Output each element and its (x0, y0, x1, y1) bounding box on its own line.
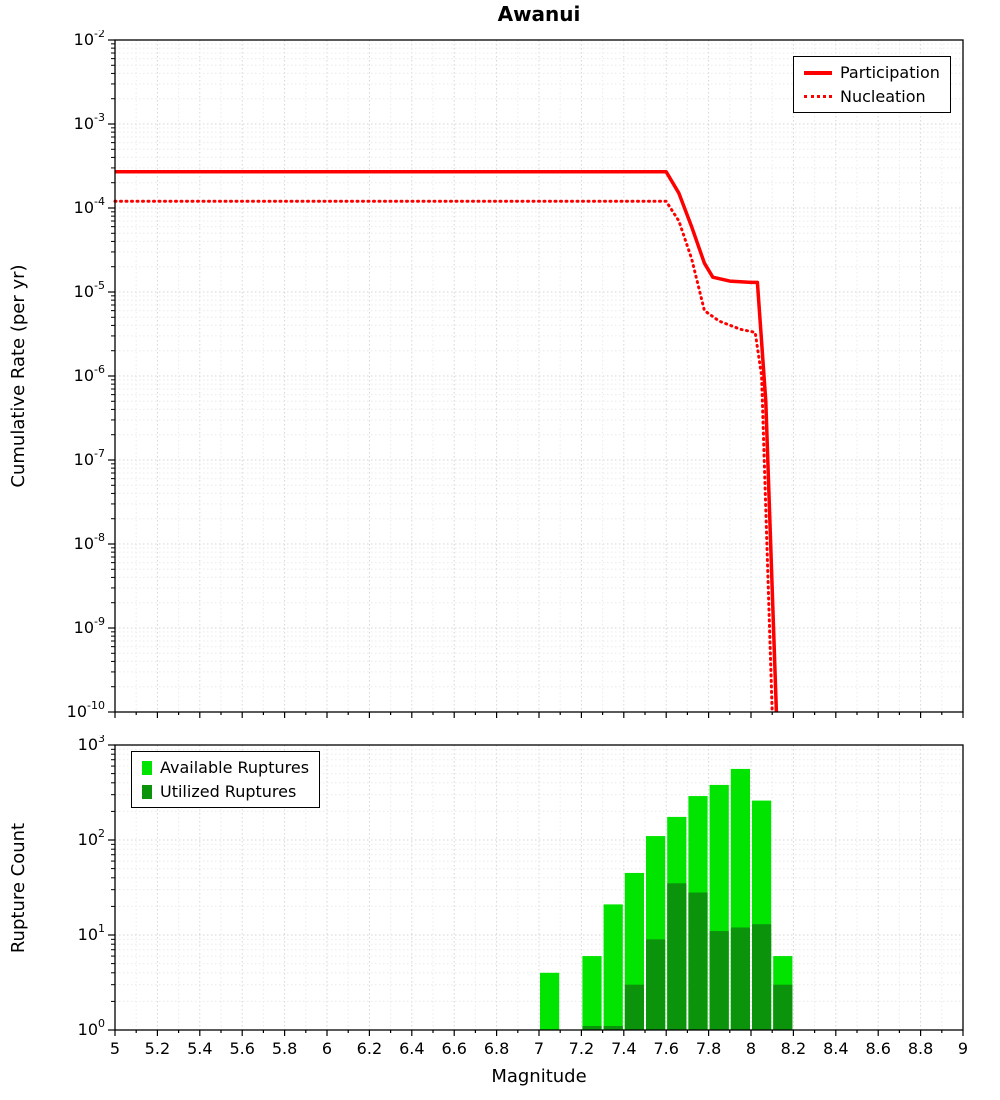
svg-text:6.8: 6.8 (484, 1039, 509, 1058)
svg-text:5: 5 (110, 1039, 120, 1058)
svg-text:10-4: 10-4 (74, 195, 105, 217)
svg-text:5.2: 5.2 (145, 1039, 170, 1058)
series-nucleation (113, 199, 774, 714)
svg-text:8: 8 (746, 1039, 756, 1058)
svg-text:102: 102 (78, 827, 105, 849)
participation-line-swatch (804, 70, 832, 75)
svg-text:6: 6 (322, 1039, 332, 1058)
svg-text:10-10: 10-10 (67, 699, 105, 721)
svg-text:10-2: 10-2 (74, 30, 105, 49)
utilized-bar (730, 927, 750, 1030)
svg-text:103: 103 (78, 735, 105, 754)
utilized-bar (688, 892, 708, 1030)
axes-frame: 10-10 10-9 10-8 10-7 10-6 10-5 10-4 10-3 10-2 (67, 30, 964, 721)
legend-label-available: Available Ruptures (160, 758, 310, 777)
utilized-bar (667, 883, 687, 1030)
svg-text:5.4: 5.4 (187, 1039, 212, 1058)
available-bar (603, 904, 623, 1030)
svg-text:7.6: 7.6 (653, 1039, 678, 1058)
rupture-count-chart-canvas: 5 5.2 5.4 5.6 5.8 6 6.2 6.4 6.6 6.8 7 7.2 7.4 7.6 7.8 8… (78, 735, 968, 1058)
series-participation (115, 170, 779, 713)
available-ruptures-swatch (142, 760, 152, 775)
rupture-legend: Available Ruptures Utilized Ruptures (131, 751, 321, 808)
available-bar (582, 956, 602, 1030)
svg-text:10-5: 10-5 (74, 279, 105, 301)
legend-label-nucleation: Nucleation (840, 87, 926, 106)
rate-legend: Participation Nucleation (793, 56, 951, 113)
axes-frame: 5 5.2 5.4 5.6 5.8 6 6.2 6.4 6.6 6.8 7 7.2 7.4 7.6 7.8 8… (78, 735, 968, 1058)
svg-text:8.4: 8.4 (823, 1039, 848, 1058)
available-bar (540, 972, 560, 1030)
grid (115, 745, 963, 1030)
svg-text:9: 9 (958, 1039, 968, 1058)
utilized-bar (646, 939, 666, 1030)
svg-text:8.8: 8.8 (908, 1039, 933, 1058)
line-series (113, 170, 779, 714)
utilized-ruptures-swatch (142, 784, 152, 799)
legend-item-utilized-ruptures: Utilized Ruptures (142, 782, 309, 801)
utilized-bar (603, 1026, 623, 1030)
legend-item-nucleation: Nucleation (804, 87, 940, 106)
svg-text:7.8: 7.8 (696, 1039, 721, 1058)
svg-text:100: 100 (78, 1017, 105, 1039)
svg-text:5.8: 5.8 (272, 1039, 297, 1058)
legend-label-participation: Participation (840, 63, 940, 82)
utilized-bar (709, 931, 729, 1030)
svg-text:5.6: 5.6 (229, 1039, 254, 1058)
x-axis-label: Magnitude (491, 1066, 587, 1087)
svg-text:10-8: 10-8 (74, 531, 105, 553)
utilized-bar (624, 984, 644, 1030)
legend-item-available-ruptures: Available Ruptures (142, 758, 309, 777)
svg-text:8.2: 8.2 (781, 1039, 806, 1058)
svg-text:7.2: 7.2 (569, 1039, 594, 1058)
chart-title: Awanui (497, 2, 581, 26)
svg-text:6.6: 6.6 (441, 1039, 466, 1058)
cumulative-rate-chart-canvas: 10-10 10-9 10-8 10-7 10-6 10-5 10-4 10-3 10-2 (67, 30, 964, 721)
svg-text:6.4: 6.4 (399, 1039, 424, 1058)
svg-text:6.2: 6.2 (357, 1039, 382, 1058)
svg-text:7: 7 (534, 1039, 544, 1058)
grid (115, 40, 963, 712)
svg-text:10-9: 10-9 (74, 615, 105, 637)
svg-text:10-6: 10-6 (74, 363, 105, 385)
utilized-bar (773, 984, 793, 1030)
svg-text:10-3: 10-3 (74, 111, 105, 133)
legend-item-participation: Participation (804, 63, 940, 82)
svg-text:8.6: 8.6 (865, 1039, 890, 1058)
legend-label-utilized: Utilized Ruptures (160, 782, 297, 801)
svg-text:7.4: 7.4 (611, 1039, 636, 1058)
nucleation-line-swatch (804, 95, 832, 98)
rupture-bars (540, 768, 793, 1030)
utilized-bar (582, 1026, 602, 1030)
svg-text:101: 101 (78, 922, 105, 944)
svg-text:10-7: 10-7 (74, 447, 105, 469)
utilized-bar (752, 924, 772, 1030)
